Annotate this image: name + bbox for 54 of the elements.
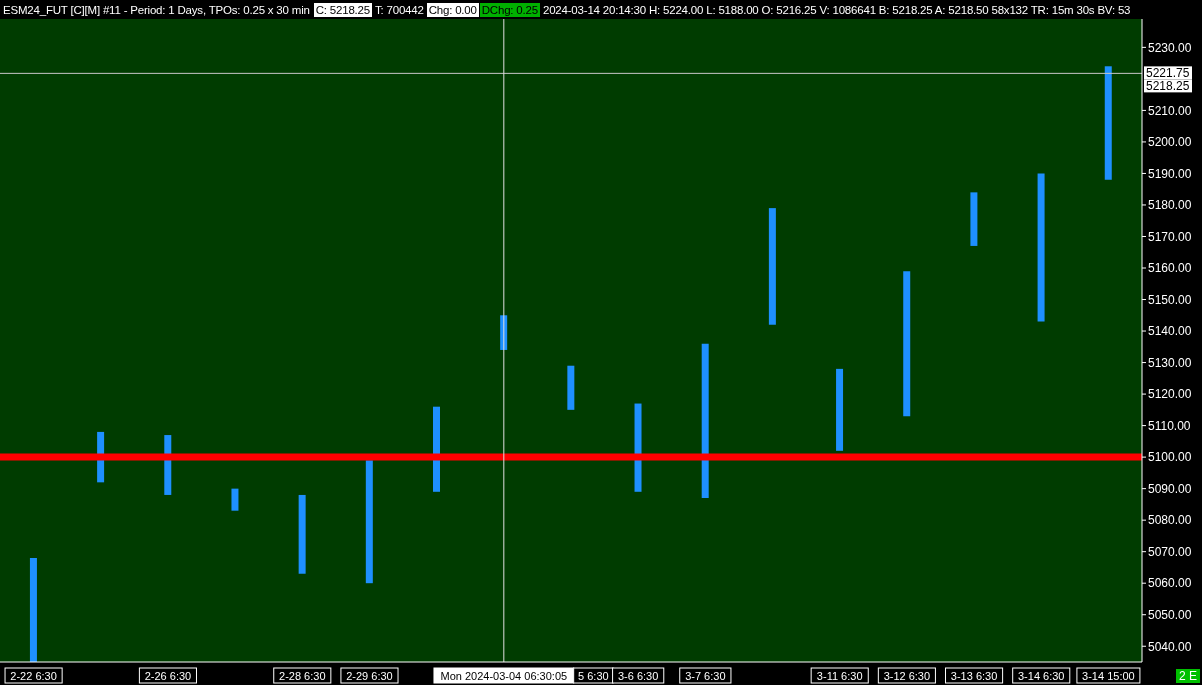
- y-tick-label: 5080.00: [1148, 513, 1192, 528]
- bar: [634, 403, 642, 492]
- x-tick-label: 3-6 6:30: [617, 670, 659, 682]
- bar: [836, 368, 844, 451]
- bar: [701, 343, 709, 499]
- x-tick-label: 3-12 6:30: [883, 670, 931, 682]
- y-tick-label: 5160.00: [1148, 261, 1192, 276]
- y-tick-label: 5190.00: [1148, 166, 1192, 181]
- text: 5218.25: [1146, 79, 1190, 94]
- x-tick-label: 2-28 6:30: [279, 670, 326, 682]
- x-tick-label: 3-11 6:30: [816, 670, 863, 682]
- bar: [298, 494, 306, 574]
- bar: [1104, 66, 1112, 180]
- y-tick-label: 5070.00: [1148, 544, 1192, 559]
- bar: [567, 365, 575, 410]
- y-tick-label: 5200.00: [1148, 135, 1192, 150]
- text: T: 700442: [372, 2, 426, 17]
- text: DChg: 0.25: [479, 2, 540, 17]
- bar: [1037, 173, 1045, 322]
- y-tick-label: 5180.00: [1148, 198, 1192, 213]
- x-tick-label: 2-22 6:30: [10, 670, 57, 682]
- ref-line-label: 5221.75: [1146, 66, 1190, 81]
- x-tick-label: 3-13 6:30: [950, 670, 998, 682]
- x-tick-label: 3-14 6:30: [1017, 670, 1065, 682]
- bar: [231, 488, 239, 511]
- y-tick-label: 5170.00: [1148, 229, 1192, 244]
- x-tick-label: Mon 2024-03-04 06:30:05: [440, 670, 568, 682]
- x-tick-label: 3-14 15:00: [1082, 670, 1135, 682]
- bar: [970, 192, 978, 246]
- x-tick-label: 3-7 6:30: [685, 670, 726, 682]
- text: 2024-03-14 20:14:30 H: 5224.00 L: 5188.00 O: 5216.25 V: 1086641 B: 5218.25 A: 5218.50 58x132 TR: 15m 30s BV: 53: [540, 2, 1133, 17]
- y-tick-label: 5060.00: [1148, 576, 1192, 591]
- chart-title: ESM24_FUT [C][M] #11 - Period: 1 Days, TPOs: 0.25 x 30 min: [2, 3, 311, 16]
- bar: [903, 271, 911, 417]
- y-tick-label: 5110.00: [1148, 418, 1191, 433]
- y-tick-label: 5210.00: [1148, 103, 1192, 118]
- text: C: 5218.25: [313, 2, 372, 17]
- bar: [365, 460, 373, 584]
- y-tick-label: 5040.00: [1148, 639, 1192, 654]
- text: Chg: 0.00: [426, 2, 479, 17]
- y-tick-label: 5230.00: [1148, 40, 1192, 55]
- y-tick-label: 5150.00: [1148, 292, 1192, 307]
- x-tick-label: 2-26 6:30: [144, 670, 192, 682]
- y-tick-label: 5120.00: [1148, 387, 1192, 402]
- x-tick-label: 2-29 6:30: [346, 670, 393, 682]
- bar: [29, 557, 37, 662]
- x-tick-label: 5 6:30: [578, 670, 609, 682]
- y-tick-label: 5130.00: [1148, 355, 1192, 370]
- y-tick-label: 5090.00: [1148, 481, 1192, 496]
- text: 2 E: [1175, 669, 1200, 683]
- bar: [768, 208, 776, 325]
- y-tick-label: 5100.00: [1148, 450, 1192, 465]
- y-tick-label: 5050.00: [1148, 607, 1192, 622]
- y-tick-label: 5140.00: [1148, 324, 1192, 339]
